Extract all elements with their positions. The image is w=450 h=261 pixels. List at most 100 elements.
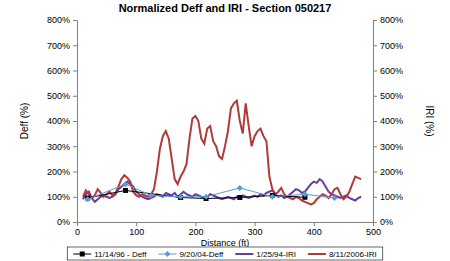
y2-axis-tick: 800%	[373, 15, 403, 25]
y-axis-tick: 800%	[47, 15, 77, 25]
y2-axis-tick: 400%	[373, 116, 403, 126]
y-axis-tick: 700%	[47, 41, 77, 51]
legend-item: 1/25/94-IRI	[235, 250, 296, 259]
y-axis-tick: 200%	[47, 167, 77, 177]
y2-axis-tick-mark	[373, 146, 377, 147]
y-axis-tick-mark	[73, 172, 77, 173]
y-axis-tick-mark	[73, 71, 77, 72]
legend-label: 8/11/2006-IRI	[329, 250, 377, 259]
y2-axis-tick: 200%	[373, 167, 403, 177]
x-axis-tick: 200	[188, 222, 203, 237]
data-point	[123, 181, 129, 187]
x-axis-tick-label: 500	[366, 227, 381, 237]
y-axis-tick: 0%	[57, 217, 77, 227]
y-axis-tick: 600%	[47, 66, 77, 76]
y-axis-tick-mark	[73, 121, 77, 122]
y2-axis-tick: 100%	[373, 192, 403, 202]
y2-axis-tick-mark	[373, 222, 377, 223]
series-line	[88, 184, 335, 199]
legend-item: 9/20/04-Deff	[158, 250, 224, 259]
series	[85, 188, 307, 201]
y2-axis-tick-label: 500%	[380, 91, 403, 101]
y-axis-tick-label: 700%	[47, 41, 70, 51]
x-axis-line	[78, 223, 374, 227]
series	[83, 179, 361, 202]
x-axis-tick-mark	[136, 222, 137, 226]
y-axis-tick: 500%	[47, 91, 77, 101]
y2-axis-tick-label: 200%	[380, 167, 403, 177]
chart-title: Normalized Deff and IRI - Section 050217	[119, 2, 332, 14]
data-point	[237, 185, 243, 191]
x-axis-tick: 400	[307, 222, 322, 237]
y-axis-tick-mark	[73, 222, 77, 223]
data-point	[123, 188, 128, 193]
y-axis-tick-label: 300%	[47, 142, 70, 152]
x-axis-tick-mark	[255, 222, 256, 226]
y2-axis-title: IRI (%)	[424, 105, 435, 136]
x-axis-title: Distance (ft)	[201, 238, 250, 248]
x-axis-tick-label: 400	[307, 227, 322, 237]
y2-axis-tick-label: 700%	[380, 41, 403, 51]
y-axis-tick-mark	[73, 96, 77, 97]
series-line	[83, 101, 361, 205]
y-axis: 0% 100% 200% 300% 400% 500% 600% 700% 800%	[47, 15, 78, 227]
chart: 01002003004005000%100%200%300%400%500%60…	[0, 0, 450, 261]
legend-items: 11/14/96 - Deff 9/20/04-Deff 1/25/94-IRI 8/…	[73, 250, 377, 259]
legend-label: 11/14/96 - Deff	[94, 250, 147, 259]
y2-axis-tick-mark	[373, 20, 377, 21]
data-point	[178, 194, 184, 200]
x-axis-tick: 300	[248, 222, 263, 237]
x-axis-tick-label: 200	[188, 227, 203, 237]
data-point	[203, 194, 209, 200]
y-axis-line	[73, 21, 78, 223]
data-point	[85, 196, 91, 202]
x-axis-tick: 0	[75, 222, 80, 237]
y-axis-tick-label: 400%	[47, 116, 70, 126]
legend-marker	[164, 251, 170, 257]
y-axis-tick-label: 600%	[47, 66, 70, 76]
x-axis: 0 100 200 300 400 500	[75, 222, 381, 237]
y2-axis-tick-mark	[373, 96, 377, 97]
x-axis-tick-label: 0	[75, 227, 80, 237]
background	[0, 0, 450, 261]
series-line	[83, 179, 361, 202]
legend-line	[308, 253, 326, 255]
y-axis-tick-label: 200%	[47, 167, 70, 177]
y-axis-tick-mark	[73, 146, 77, 147]
y-axis-tick: 300%	[47, 142, 77, 152]
legend-box	[67, 247, 383, 260]
x-axis-tick-label: 300	[248, 227, 263, 237]
y-axis-tick-label: 500%	[47, 91, 70, 101]
y-axis-tick: 400%	[47, 116, 77, 126]
x-axis-tick-mark	[195, 222, 196, 226]
y2-axis-tick: 700%	[373, 41, 403, 51]
y-axis-tick-label: 800%	[47, 15, 70, 25]
y-axis-tick: 100%	[47, 192, 77, 202]
legend-item: 8/11/2006-IRI	[308, 250, 377, 259]
y2-axis-tick-mark	[373, 172, 377, 173]
series	[83, 101, 361, 205]
y-axis-tick-label: 0%	[57, 217, 70, 227]
y2-axis-tick-label: 300%	[380, 142, 403, 152]
series	[85, 181, 338, 202]
data-point	[332, 195, 338, 201]
data-point	[237, 195, 242, 200]
x-axis-tick: 100	[129, 222, 144, 237]
legend-label: 9/20/04-Deff	[179, 250, 224, 259]
legend-item: 11/14/96 - Deff	[73, 250, 147, 259]
y2-axis-tick-mark	[373, 121, 377, 122]
x-axis-tick-mark	[314, 222, 315, 226]
legend-label: 1/25/94-IRI	[256, 250, 296, 259]
y2-axis-tick: 500%	[373, 91, 403, 101]
y2-axis-tick-label: 800%	[380, 15, 403, 25]
x-axis-tick-label: 100	[129, 227, 144, 237]
plot-area	[83, 101, 361, 205]
data-point	[302, 191, 308, 197]
y2-axis-tick: 0%	[373, 217, 393, 227]
y2-axis-tick-label: 0%	[380, 217, 393, 227]
x-axis-tick: 500	[366, 222, 381, 237]
y2-axis-tick-mark	[373, 71, 377, 72]
y2-axis: 0%100%200%300%400%500%600%700%800%	[373, 15, 403, 227]
y-axis-tick-mark	[73, 197, 77, 198]
y-axis-tick-label: 100%	[47, 192, 70, 202]
